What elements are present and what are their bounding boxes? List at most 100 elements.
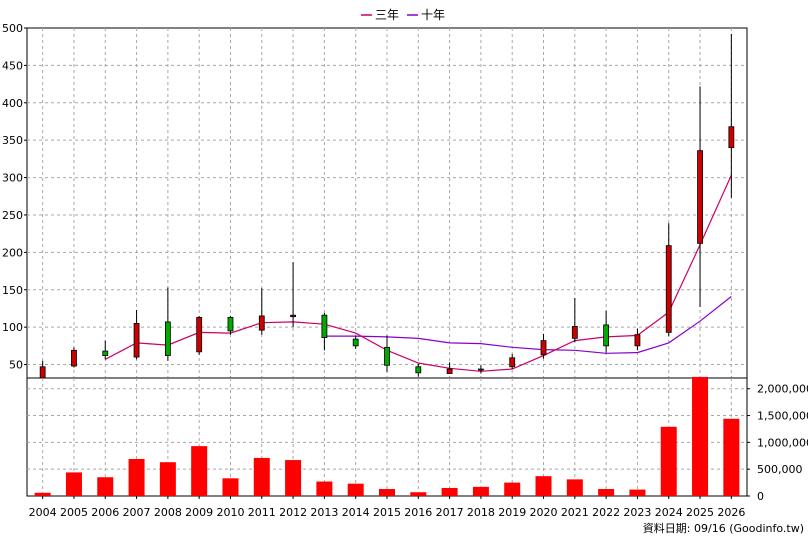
candle xyxy=(321,312,328,351)
price-panel: 50 100 150 200 250 300 350 400 450 500 xyxy=(2,22,748,379)
footer-source: 資料日期: 09/16 (Goodinfo.tw) xyxy=(643,521,804,535)
candle xyxy=(446,362,453,374)
ma-10yr-line xyxy=(324,296,732,354)
legend-label-10yr: 十年 xyxy=(421,8,445,22)
candle-body xyxy=(290,314,296,318)
year-tick-label: 2024 xyxy=(655,506,683,519)
price-tick-label: 100 xyxy=(2,321,23,334)
year-tick-label: 2018 xyxy=(467,506,495,519)
candle-body xyxy=(39,366,46,379)
volume-tick-label: 1,000,000 xyxy=(757,436,808,449)
volume-bar xyxy=(34,492,51,496)
candle xyxy=(384,335,390,373)
volume-bar xyxy=(410,492,427,496)
year-tick-label: 2012 xyxy=(279,506,307,519)
candle xyxy=(415,363,422,377)
price-tick-label: 400 xyxy=(2,97,23,110)
volume-bar xyxy=(660,426,677,496)
volume-bars xyxy=(34,376,740,496)
volume-bar xyxy=(128,458,145,496)
year-tick-label: 2026 xyxy=(717,506,745,519)
candle-body xyxy=(415,366,422,374)
candle xyxy=(509,354,516,370)
candle-body xyxy=(102,350,109,356)
candle-body xyxy=(603,324,610,347)
candle xyxy=(133,309,140,360)
candle xyxy=(352,336,359,349)
candle xyxy=(258,288,265,335)
year-tick-label: 2022 xyxy=(592,506,620,519)
volume-bar xyxy=(504,482,521,496)
year-tick-label: 2006 xyxy=(91,506,119,519)
price-tick-label: 200 xyxy=(2,246,23,259)
volume-bar xyxy=(379,489,395,496)
candle-body xyxy=(384,346,390,366)
legend-label-3yr: 三年 xyxy=(375,8,399,22)
price-tick-label: 250 xyxy=(2,209,23,222)
candle xyxy=(728,33,735,198)
volume-bar xyxy=(191,446,208,496)
volume-bar xyxy=(472,486,489,496)
candle-body xyxy=(571,325,578,339)
candlesticks xyxy=(39,33,735,379)
candle xyxy=(290,262,296,328)
volume-bar xyxy=(316,481,333,496)
candle-body xyxy=(509,357,516,368)
candle-body xyxy=(697,150,703,244)
moving-average-lines xyxy=(105,175,732,372)
volume-tick-label: 0 xyxy=(757,490,764,503)
volume-bar xyxy=(692,376,709,496)
candle-body xyxy=(321,314,328,339)
candle xyxy=(196,315,203,355)
candle-body xyxy=(446,368,453,374)
year-tick-label: 2014 xyxy=(342,506,370,519)
volume-bar xyxy=(723,418,740,496)
volume-bar xyxy=(97,477,114,496)
volume-panel: 0 500,000 1,000,000 1,500,000 2,000,000 xyxy=(26,376,808,503)
year-tick-label: 2017 xyxy=(436,506,464,519)
candle xyxy=(164,287,171,361)
year-axis: 2004 2005 2006 2007 2008 2009 2010 2011 2012 2013… xyxy=(29,496,745,519)
candle-body xyxy=(478,368,484,371)
year-tick-label: 2008 xyxy=(154,506,182,519)
volume-bar xyxy=(441,487,458,496)
year-tick-label: 2023 xyxy=(623,506,651,519)
candle xyxy=(665,223,672,337)
year-tick-label: 2016 xyxy=(404,506,432,519)
candle-body xyxy=(196,317,203,353)
candle-body xyxy=(133,323,140,358)
year-tick-label: 2013 xyxy=(310,506,338,519)
candle xyxy=(71,347,77,368)
price-tick-label: 50 xyxy=(9,359,23,372)
year-tick-label: 2009 xyxy=(185,506,213,519)
volume-bar xyxy=(253,457,270,496)
candle xyxy=(540,333,547,359)
volume-bar xyxy=(285,460,302,496)
candle-body xyxy=(71,349,77,367)
volume-tick-label: 2,000,000 xyxy=(757,383,808,396)
volume-bar xyxy=(598,489,615,496)
candle xyxy=(102,340,109,360)
year-tick-label: 2015 xyxy=(373,506,401,519)
candle xyxy=(227,315,234,335)
year-tick-label: 2010 xyxy=(216,506,244,519)
year-tick-label: 2004 xyxy=(29,506,57,519)
candle-body xyxy=(164,321,171,356)
price-tick-label: 450 xyxy=(2,59,23,72)
candle-body xyxy=(728,126,735,149)
candle-body xyxy=(258,315,265,331)
price-axis: 50 100 150 200 250 300 350 400 450 500 xyxy=(2,22,27,372)
volume-bar xyxy=(222,478,239,496)
volume-tick-label: 500,000 xyxy=(757,463,803,476)
candle xyxy=(478,365,484,374)
price-tick-label: 150 xyxy=(2,284,23,297)
candle xyxy=(634,328,641,351)
year-tick-label: 2005 xyxy=(60,506,88,519)
candle xyxy=(571,297,578,343)
year-tick-label: 2019 xyxy=(498,506,526,519)
year-tick-label: 2025 xyxy=(686,506,714,519)
price-tick-label: 350 xyxy=(2,134,23,147)
price-tick-label: 300 xyxy=(2,172,23,185)
candle xyxy=(603,310,610,353)
